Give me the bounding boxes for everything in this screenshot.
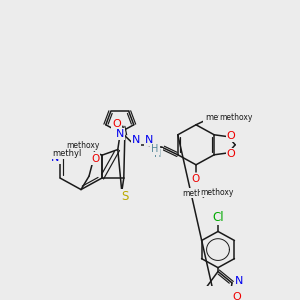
- Text: methyl: methyl: [74, 143, 100, 152]
- Text: methoxy: methoxy: [200, 188, 233, 196]
- Text: O: O: [192, 174, 200, 184]
- Text: O: O: [112, 119, 121, 129]
- Text: S: S: [121, 190, 128, 203]
- Text: methyl: methyl: [183, 189, 209, 198]
- Text: N: N: [145, 134, 153, 145]
- Text: H: H: [154, 149, 161, 159]
- Text: O: O: [227, 149, 236, 159]
- Text: methyl: methyl: [52, 149, 82, 158]
- Text: O: O: [91, 154, 99, 164]
- Text: N: N: [51, 153, 59, 163]
- Text: N: N: [132, 134, 140, 145]
- Text: O: O: [232, 292, 242, 300]
- Text: methoxy: methoxy: [66, 141, 100, 150]
- Text: methyl: methyl: [52, 149, 82, 158]
- Text: methyl: methyl: [218, 113, 245, 122]
- Text: methoxy: methoxy: [219, 113, 252, 122]
- Text: O: O: [204, 112, 212, 122]
- Text: N: N: [235, 276, 243, 286]
- Text: methyl: methyl: [205, 113, 235, 122]
- Text: O: O: [227, 131, 236, 141]
- Text: H: H: [151, 144, 158, 154]
- Text: Cl: Cl: [212, 211, 224, 224]
- Text: N: N: [116, 129, 124, 139]
